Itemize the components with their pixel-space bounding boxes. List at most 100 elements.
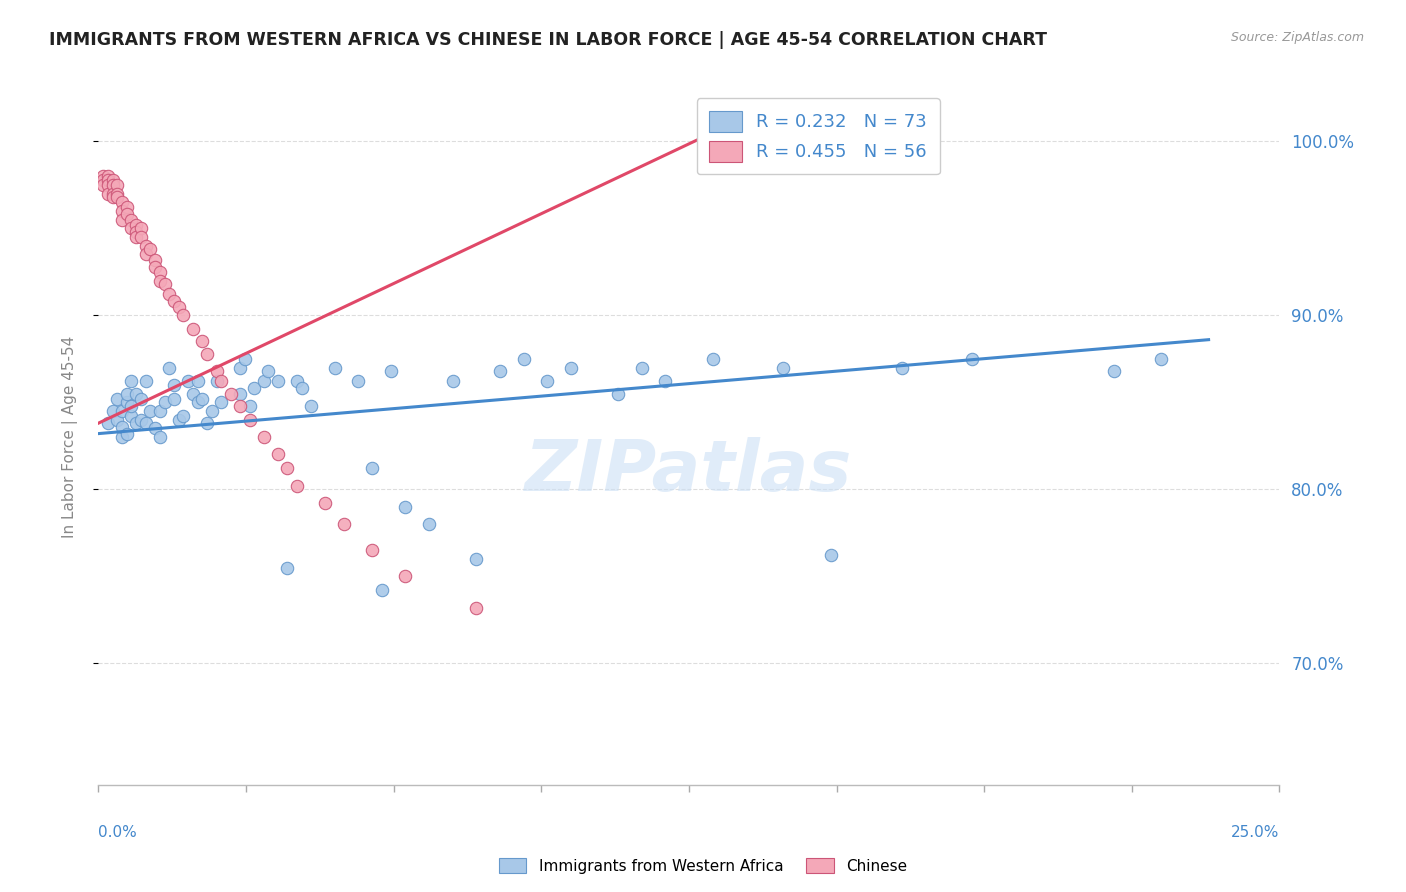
Point [465, 551, 488, 566]
Point [91, 178, 114, 192]
Point [820, 549, 842, 563]
Point [654, 375, 676, 389]
Point [143, 260, 166, 274]
Point [101, 172, 124, 186]
Point [91, 169, 114, 183]
Point [285, 375, 308, 389]
Point [239, 412, 262, 426]
Point [512, 351, 534, 366]
Point [177, 375, 200, 389]
Y-axis label: In Labor Force | Age 45-54: In Labor Force | Age 45-54 [62, 336, 77, 538]
Point [129, 221, 152, 235]
Point [111, 212, 134, 227]
Point [181, 386, 204, 401]
Point [115, 201, 138, 215]
Point [143, 252, 166, 267]
Point [333, 516, 356, 531]
Point [418, 516, 440, 531]
Point [205, 364, 228, 378]
Point [121, 375, 143, 389]
Point [105, 190, 128, 204]
Point [536, 375, 558, 389]
Point [115, 395, 138, 409]
Point [347, 375, 370, 389]
Point [129, 412, 152, 426]
Point [149, 265, 172, 279]
Point [125, 386, 148, 401]
Point [209, 395, 232, 409]
Legend: R = 0.232   N = 73, R = 0.455   N = 56: R = 0.232 N = 73, R = 0.455 N = 56 [697, 98, 939, 174]
Point [129, 392, 152, 406]
Point [111, 195, 134, 210]
Point [201, 404, 224, 418]
Point [890, 360, 912, 375]
Point [962, 351, 984, 366]
Point [163, 294, 186, 309]
Point [187, 395, 209, 409]
Point [172, 409, 194, 424]
Point [115, 386, 138, 401]
Point [135, 238, 157, 252]
Point [121, 221, 143, 235]
Point [111, 404, 134, 418]
Point [167, 412, 190, 426]
Point [153, 395, 176, 409]
Point [1150, 351, 1173, 366]
Point [149, 273, 172, 287]
Point [441, 375, 464, 389]
Point [191, 392, 214, 406]
Point [219, 386, 242, 401]
Point [125, 218, 148, 232]
Point [205, 375, 228, 389]
Point [115, 426, 138, 441]
Point [323, 360, 346, 375]
Point [163, 392, 186, 406]
Point [153, 277, 176, 291]
Point [149, 404, 172, 418]
Point [139, 242, 162, 256]
Point [394, 569, 416, 583]
Point [97, 416, 120, 430]
Point [101, 404, 124, 418]
Point [209, 375, 232, 389]
Point [105, 392, 128, 406]
Text: IMMIGRANTS FROM WESTERN AFRICA VS CHINESE IN LABOR FORCE | AGE 45-54 CORRELATION: IMMIGRANTS FROM WESTERN AFRICA VS CHINES… [49, 31, 1047, 49]
Point [135, 375, 157, 389]
Point [91, 172, 114, 186]
Point [371, 583, 394, 598]
Point [125, 225, 148, 239]
Point [121, 399, 143, 413]
Point [135, 416, 157, 430]
Point [489, 364, 512, 378]
Point [139, 404, 162, 418]
Point [536, 798, 558, 813]
Point [129, 230, 152, 244]
Point [187, 375, 209, 389]
Point [97, 178, 120, 192]
Point [97, 169, 120, 183]
Point [267, 375, 290, 389]
Legend: Immigrants from Western Africa, Chinese: Immigrants from Western Africa, Chinese [494, 852, 912, 880]
Point [630, 360, 652, 375]
Point [772, 360, 794, 375]
Point [276, 461, 298, 475]
Point [607, 386, 630, 401]
Text: 25.0%: 25.0% [1232, 825, 1279, 840]
Point [105, 412, 128, 426]
Point [157, 287, 180, 301]
Point [191, 334, 214, 349]
Point [111, 203, 134, 218]
Text: 0.0%: 0.0% [98, 825, 138, 840]
Point [290, 381, 312, 395]
Point [253, 375, 276, 389]
Point [105, 178, 128, 192]
Point [135, 247, 157, 261]
Text: Source: ZipAtlas.com: Source: ZipAtlas.com [1230, 31, 1364, 45]
Point [361, 461, 384, 475]
Point [380, 364, 402, 378]
Point [125, 416, 148, 430]
Point [115, 207, 138, 221]
Point [105, 186, 128, 201]
Point [181, 322, 204, 336]
Point [465, 600, 488, 615]
